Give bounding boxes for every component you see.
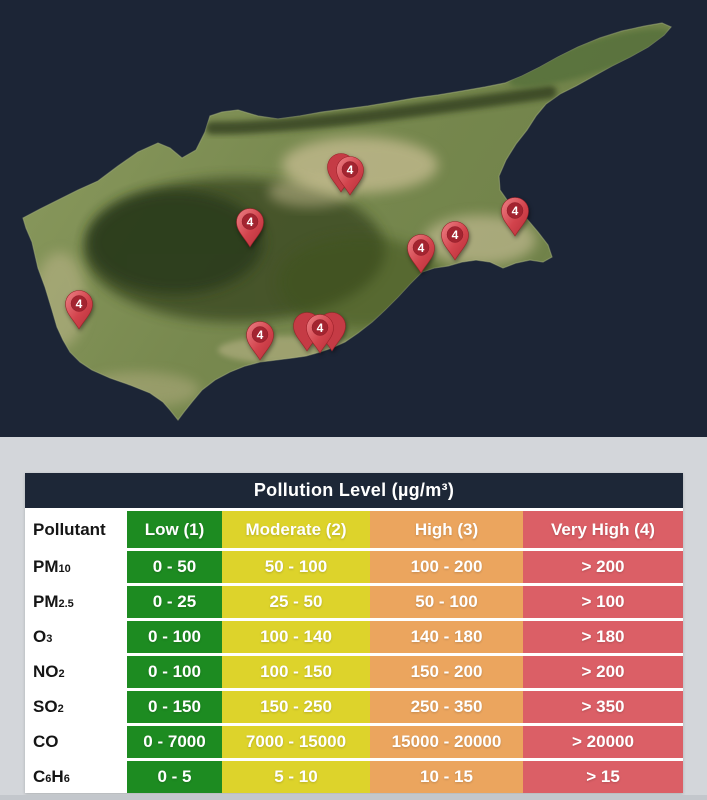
value-cell: 150 - 200 — [370, 656, 523, 688]
cyprus-map-svg: 4 4 4 4 4 4 4 4 — [22, 22, 672, 421]
map-marker-pin[interactable]: 4 — [293, 312, 346, 354]
value-cell: 15000 - 20000 — [370, 726, 523, 758]
marker-level-badge — [506, 202, 524, 219]
value-cell: 0 - 25 — [127, 586, 222, 618]
pollutant-label-so2: SO 2 — [25, 691, 127, 723]
value-cell: 7000 - 15000 — [222, 726, 370, 758]
col-header-pollutant: Pollutant — [25, 511, 127, 548]
value-cell: 25 - 50 — [222, 586, 370, 618]
map-marker-pin[interactable]: 4 — [246, 321, 274, 361]
value-cell: 250 - 350 — [370, 691, 523, 723]
value-cell: > 20000 — [523, 726, 683, 758]
value-cell: 10 - 15 — [370, 761, 523, 793]
value-cell: 0 - 100 — [127, 621, 222, 653]
marker-level-badge — [70, 295, 88, 312]
markers-layer: 4 4 4 4 4 4 4 4 — [65, 153, 529, 361]
map-marker-pin[interactable]: 4 — [501, 197, 529, 237]
marker-level-text: 4 — [257, 328, 264, 342]
pollution-table: Pollution Level (µg/m³) Pollutant Low (1… — [25, 473, 683, 793]
col-header-moderate: Moderate (2) — [222, 511, 370, 548]
marker-level-badge — [412, 239, 430, 256]
value-cell: > 180 — [523, 621, 683, 653]
marker-level-badge — [241, 213, 259, 230]
value-cell: 100 - 150 — [222, 656, 370, 688]
value-cell: > 200 — [523, 656, 683, 688]
pollutant-label-pm25: PM 2.5 — [25, 586, 127, 618]
marker-level-text: 4 — [418, 241, 425, 255]
value-cell: > 200 — [523, 551, 683, 583]
marker-level-text: 4 — [512, 204, 519, 218]
value-cell: 0 - 100 — [127, 656, 222, 688]
marker-level-text: 4 — [347, 163, 354, 177]
col-header-low: Low (1) — [127, 511, 222, 548]
value-cell: 50 - 100 — [370, 586, 523, 618]
col-header-very-high: Very High (4) — [523, 511, 683, 548]
value-cell: 0 - 7000 — [127, 726, 222, 758]
value-cell: 100 - 140 — [222, 621, 370, 653]
marker-level-text: 4 — [76, 297, 83, 311]
value-cell: > 350 — [523, 691, 683, 723]
map-marker-pin[interactable]: 4 — [327, 153, 364, 196]
table-title: Pollution Level (µg/m³) — [25, 473, 683, 508]
map-marker-pin[interactable]: 4 — [65, 290, 93, 330]
map-marker-pin[interactable]: 4 — [236, 208, 264, 248]
value-cell: 0 - 150 — [127, 691, 222, 723]
value-cell: > 15 — [523, 761, 683, 793]
value-cell: 100 - 200 — [370, 551, 523, 583]
value-cell: 0 - 5 — [127, 761, 222, 793]
bottom-edge — [0, 795, 707, 800]
pollutant-label-co: CO — [25, 726, 127, 758]
marker-level-text: 4 — [452, 228, 459, 242]
value-cell: 50 - 100 — [222, 551, 370, 583]
pollutant-label-no2: NO 2 — [25, 656, 127, 688]
marker-level-badge — [311, 319, 329, 336]
marker-level-text: 4 — [247, 215, 254, 229]
value-cell: 140 - 180 — [370, 621, 523, 653]
cyprus-map: 4 4 4 4 4 4 4 4 — [0, 0, 707, 437]
value-cell: 0 - 50 — [127, 551, 222, 583]
col-header-high: High (3) — [370, 511, 523, 548]
value-cell: 150 - 250 — [222, 691, 370, 723]
map-marker-pin[interactable]: 4 — [441, 221, 469, 261]
marker-level-text: 4 — [317, 321, 324, 335]
value-cell: 5 - 10 — [222, 761, 370, 793]
value-cell: > 100 — [523, 586, 683, 618]
marker-level-badge — [251, 326, 269, 343]
pollutant-label-pm10: PM 10 — [25, 551, 127, 583]
marker-level-badge — [446, 226, 464, 243]
map-marker-pin[interactable]: 4 — [407, 234, 435, 274]
marker-level-badge — [341, 161, 359, 178]
